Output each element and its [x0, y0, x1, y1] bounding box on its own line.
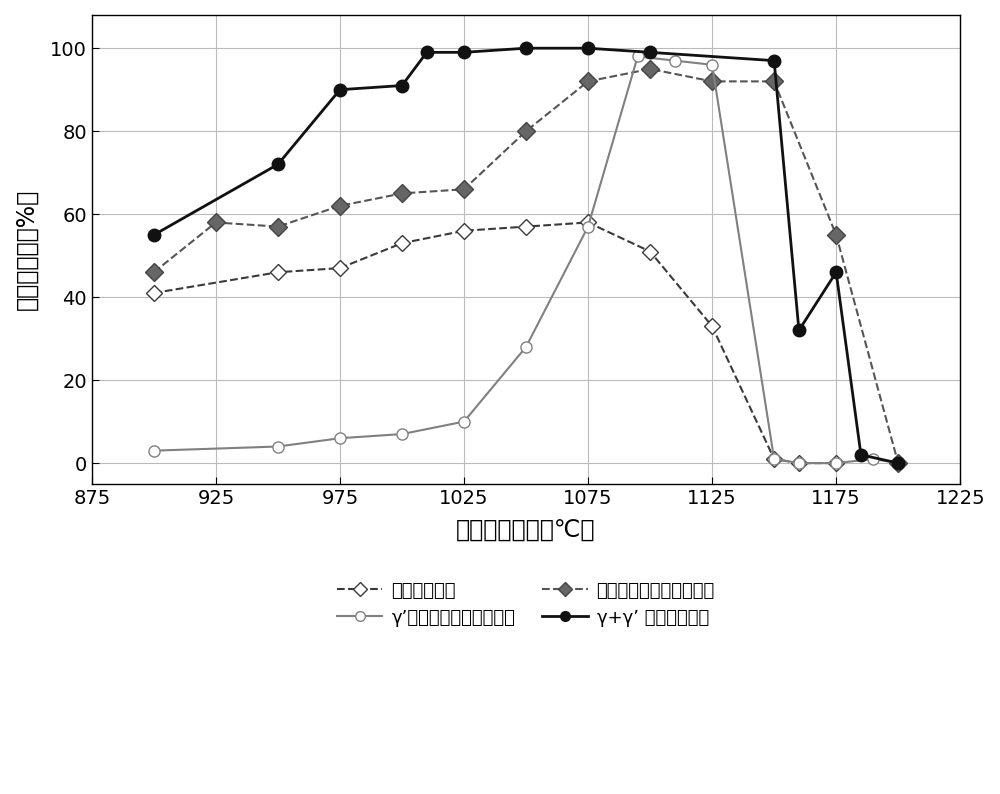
X-axis label: 塑性变形温度（℃）: 塑性变形温度（℃） — [456, 518, 596, 543]
Y-axis label: 断面收缩率（%）: 断面收缩率（%） — [15, 189, 39, 310]
Legend: 原始铸态组织, γ’相弥散分布的粗晶组织, 经均匀化处理的铸态组织, γ+γ’ 双态细晶组织: 原始铸态组织, γ’相弥散分布的粗晶组织, 经均匀化处理的铸态组织, γ+γ’ … — [328, 572, 724, 636]
